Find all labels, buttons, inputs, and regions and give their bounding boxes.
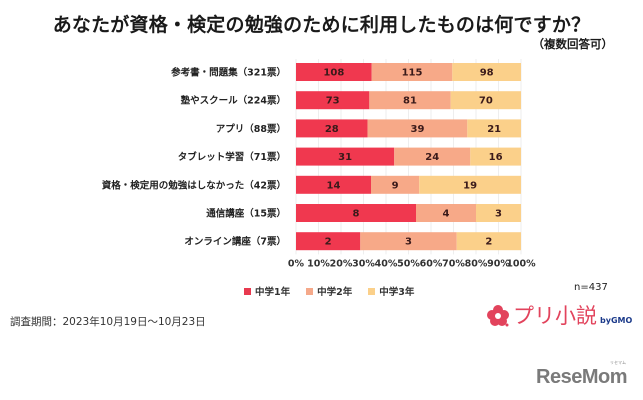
- puri-shosetsu-logo: プリ小説 byGMO: [487, 305, 632, 327]
- bar-segment-2: [369, 91, 451, 110]
- bar-value-label: 14: [327, 180, 341, 191]
- survey-period: 調査期間：2023年10月19日～10月23日: [10, 316, 206, 328]
- bar-segment-3: [419, 175, 521, 194]
- bar-value-label: 39: [410, 124, 424, 135]
- bar-value-label: 115: [402, 68, 423, 79]
- bar-segment-1: [296, 119, 368, 138]
- bar-segment-3: [476, 204, 521, 222]
- category-label: アプリ（88票）: [216, 123, 286, 135]
- bar-value-label: 28: [325, 124, 339, 135]
- category-label: 資格・検定用の勉強はしなかった（42票）: [102, 179, 286, 191]
- chart-subtitle: （複数回答可）: [532, 37, 614, 51]
- bar-value-label: 4: [443, 209, 450, 220]
- bar-value-label: 8: [353, 209, 360, 220]
- category-label: タブレット学習（71票）: [178, 151, 286, 163]
- bar-segment-2: [394, 147, 471, 166]
- legend-label-grade1: 中学1年: [255, 287, 291, 298]
- category-label: オンライン講座（7票）: [184, 236, 286, 248]
- category-label: 通信講座（15票）: [206, 208, 286, 220]
- bar-value-label: 19: [463, 180, 477, 191]
- x-tick-label: 30%: [352, 258, 375, 269]
- flower-icon: [487, 305, 509, 327]
- bar-segment-1: [296, 232, 361, 251]
- bar-segment-3: [470, 147, 521, 166]
- bar-segment-3: [450, 91, 521, 110]
- legend-label-grade3: 中学3年: [379, 287, 415, 298]
- bar-value-label: 73: [326, 96, 340, 107]
- bar-segment-2: [360, 232, 457, 251]
- legend-swatch-grade3: [368, 287, 376, 295]
- legend: 中学1年 中学2年 中学3年: [244, 284, 414, 298]
- bar-segment-1: [296, 147, 395, 166]
- bar-value-label: 98: [480, 68, 494, 79]
- category-label: 参考書・問題集（321票）: [170, 67, 286, 79]
- brand-by: byGMO: [600, 316, 633, 325]
- bar-segment-2: [367, 119, 468, 138]
- bar-value-label: 3: [495, 209, 502, 220]
- bar-value-label: 81: [403, 96, 417, 107]
- brand-name: プリ小説: [513, 304, 597, 328]
- x-tick-label: 60%: [420, 258, 443, 269]
- bar-segment-2: [371, 63, 453, 81]
- bar-value-label: 9: [392, 180, 399, 191]
- sample-size: n=437: [574, 282, 608, 293]
- legend-swatch-grade2: [306, 287, 314, 295]
- x-tick-label: 40%: [375, 258, 398, 269]
- bar-segment-1: [296, 91, 370, 110]
- bar-value-label: 108: [323, 68, 344, 79]
- bar-segment-1: [296, 204, 416, 222]
- bar-value-label: 21: [487, 124, 501, 135]
- bar-segment-2: [416, 204, 476, 222]
- bar-segment-1: [296, 175, 371, 194]
- bar-value-label: 31: [338, 152, 352, 163]
- bar-segment-3: [452, 63, 521, 81]
- legend-item-grade1: 中学1年: [244, 284, 290, 298]
- x-tick-label: 50%: [397, 258, 420, 269]
- bar-value-label: 3: [405, 237, 412, 248]
- x-tick-label: 90%: [487, 258, 510, 269]
- bar-value-label: 2: [325, 237, 332, 248]
- chart-title: あなたが資格・検定の勉強のために利用したものは何ですか？: [52, 14, 591, 36]
- legend-swatch-grade1: [244, 287, 251, 295]
- source-ruby: リセマム: [610, 360, 626, 365]
- x-tick-label: 20%: [330, 258, 353, 269]
- category-label: 塾やスクール（224票）: [181, 95, 286, 107]
- bar-value-label: 70: [479, 96, 493, 107]
- x-tick-label: 0%: [288, 258, 305, 269]
- x-tick-label: 80%: [465, 258, 488, 269]
- x-tick-label: 70%: [442, 258, 465, 269]
- bar-value-label: 16: [489, 152, 503, 163]
- legend-item-grade2: 中学2年: [306, 284, 352, 298]
- x-tick-label: 100%: [506, 258, 536, 269]
- resemom-logo: ReseMom: [536, 366, 627, 388]
- bar-value-label: 24: [425, 152, 439, 163]
- bar-value-label: 2: [485, 237, 492, 248]
- legend-label-grade2: 中学2年: [317, 287, 353, 298]
- x-tick-label: 10%: [307, 258, 330, 269]
- bar-segment-2: [371, 175, 420, 194]
- legend-item-grade3: 中学3年: [368, 284, 414, 298]
- bar-segment-1: [296, 63, 372, 81]
- bar-segment-3: [467, 119, 521, 138]
- bar-segment-3: [456, 232, 521, 251]
